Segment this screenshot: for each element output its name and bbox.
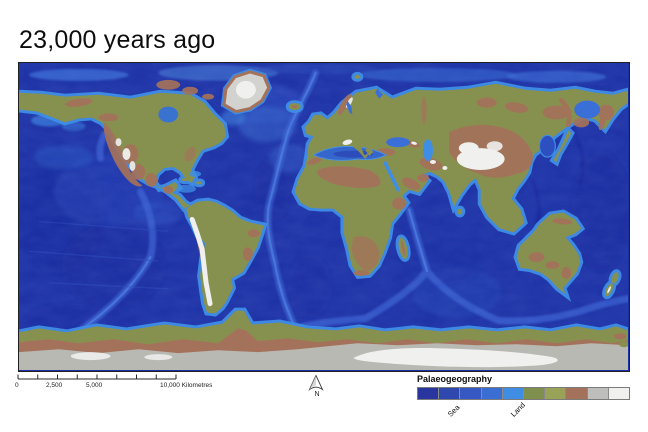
legend-title: Palaeogeography [417,374,493,384]
us-rockies-ice [122,148,131,161]
bahamas-bank [189,170,202,177]
southern-africa-plateau [351,236,380,271]
world-map-svg [19,63,628,370]
scandes [337,94,352,116]
andes-ice [189,216,213,307]
victoria-land [614,333,627,340]
canadian-arctic-islands [156,79,181,90]
sahara-highlands [317,166,381,188]
italy [351,139,370,160]
legend-swatch-sea-shallow [480,388,502,399]
red-sea [383,161,400,192]
legend-swatch-ice-white [607,388,630,399]
verkhoyansk-range [558,98,572,127]
legend-swatch-ice-gray [586,388,608,399]
alps-ice [342,139,353,145]
legend-swatch-sea-deep [438,388,460,399]
legend-swatch-land-low [523,388,545,399]
legend-swatch-land-mid [544,388,566,399]
brazil-highlands [247,229,260,238]
legend-swatch-land-high [565,388,587,399]
hudson-bay [158,106,179,123]
scale-label-10000: 10,000 Kilometres [160,382,213,389]
legend-swatch-sea-mid [459,388,481,399]
legend-land-label: Land [508,400,527,419]
greenland-ice-core [235,80,256,99]
caucasus-ice [411,141,417,145]
siberia-uplands [476,97,497,108]
mexico-sierra [145,172,158,187]
atlas-mountains [306,157,323,165]
baltic-sea [346,100,353,115]
australia-ranges [528,252,545,263]
ethiopian-highlands [392,197,407,210]
black-sea [386,137,411,148]
ice-regions [115,97,612,307]
urals [421,96,427,125]
antarctica-layers [19,328,628,370]
madagascar-ridge [400,240,406,256]
page-title: 23,000 years ago [19,26,216,54]
new-guinea-highlands [552,218,573,225]
victoria-land-coast [619,341,628,348]
brooks-range [64,98,93,107]
iran-ice [429,160,436,165]
scale-bar [17,374,177,380]
iceland-highlands [291,105,298,109]
appalachians [184,146,197,162]
caribbean-shelf [176,184,197,193]
inland-seas [158,88,601,193]
caspian-sea [423,139,433,162]
north-arrow-label: N [314,391,320,398]
antarctica-ice-dome [353,348,558,368]
antarctica-ice-patch-west [70,352,111,361]
sea-of-okhotsk [574,100,601,119]
legend-swatch-sea-deepest [418,388,439,399]
north-arrow-icon [308,375,324,391]
greenland [220,68,273,115]
zagros [419,157,443,171]
antarctica-ice-patch-west2 [144,354,173,361]
white-sea [375,88,384,99]
legend-sea-label: Sea [445,402,462,419]
greece [365,146,374,157]
world-map-figure [18,62,630,372]
legend-color-ramp [417,387,630,400]
nz-ice [607,286,612,294]
sea-of-japan [538,134,556,158]
scale-label-5000: 5,000 [86,382,103,389]
legend-swatch-sea-shelf [501,388,524,399]
scale-label-2500: 2,500 [46,382,63,389]
arabia-mountains [401,177,421,190]
scale-label-0: 0 [15,382,19,389]
kamchatka-range [598,114,606,131]
